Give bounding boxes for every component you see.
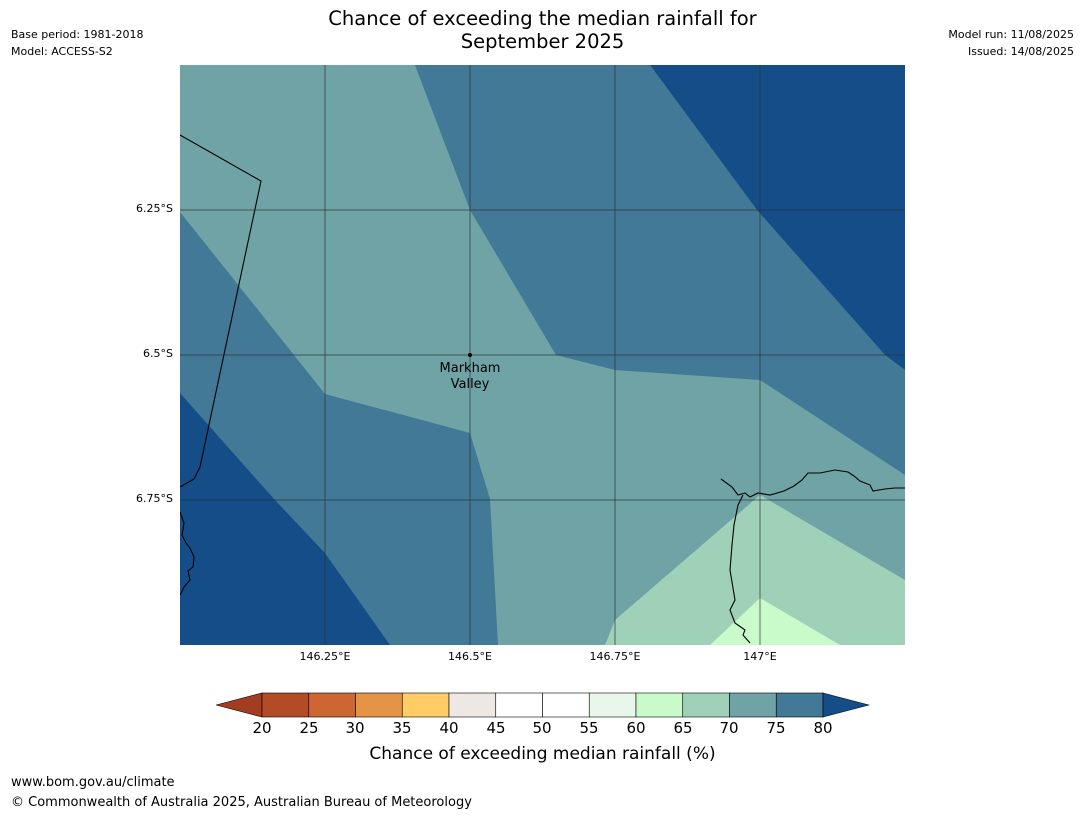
zone-gt80-southwest (180, 393, 390, 645)
rainfall-map: Markham Valley (180, 65, 905, 645)
issued-text: Issued: 14/08/2025 (967, 45, 1074, 58)
title-line-1: Chance of exceeding the median rainfall … (328, 7, 757, 30)
border-line (180, 134, 262, 488)
meta-left: Base period: 1981-2018 Model: ACCESS-S2 (11, 26, 143, 60)
colorbar-bin (308, 692, 356, 718)
place-label-line-1: Markham (440, 361, 501, 376)
colorbar-bin (635, 692, 684, 718)
colorbar-extend-low (216, 692, 263, 718)
lon-tick-label: 146.75°E (589, 650, 641, 663)
zone-60-65-southeast (710, 598, 840, 645)
lon-tick-label: 147°E (743, 650, 777, 663)
colorbar-tick-label: 65 (673, 719, 693, 737)
colorbar-tick-label: 25 (299, 719, 319, 737)
colorbar-tick-label: 45 (486, 719, 506, 737)
colorbar-title: Chance of exceeding median rainfall (%) (369, 744, 716, 764)
colorbar-tick-label: 35 (392, 719, 412, 737)
footer-copyright: © Commonwealth of Australia 2025, Austra… (11, 795, 472, 810)
colorbar-bin (448, 692, 497, 718)
colorbar-segments (261, 692, 824, 718)
river-line (729, 494, 751, 644)
lat-tick-label: 6.5°S (143, 347, 173, 360)
place-label-line-2: Valley (451, 377, 490, 392)
colorbar (216, 692, 870, 718)
zone-75-80-north (415, 65, 905, 475)
colorbar-bin (542, 692, 590, 718)
colorbar-tick-label: 50 (532, 719, 552, 737)
lon-tick-label: 146.25°E (299, 650, 351, 663)
colorbar-extend-high (822, 692, 870, 718)
colorbar-bin (401, 692, 450, 718)
colorbar-bin (682, 692, 730, 718)
colorbar-bin (729, 692, 777, 718)
title-line-2: September 2025 (460, 30, 625, 53)
model-text: Model: ACCESS-S2 (11, 45, 113, 58)
coastline-east (720, 469, 905, 498)
model-run-text: Model run: 11/08/2025 (948, 28, 1074, 41)
coastline-west (180, 511, 195, 596)
colorbar-bin (261, 692, 310, 718)
footer-url: www.bom.gov.au/climate (11, 775, 175, 790)
colorbar-tick-label: 80 (813, 719, 833, 737)
colorbar-tick-label: 75 (766, 719, 786, 737)
colorbar-tick-label: 20 (252, 719, 272, 737)
graticule (180, 65, 905, 645)
colorbar-bin (495, 692, 543, 718)
chart-title: Chance of exceeding the median rainfall … (0, 7, 1085, 53)
colorbar-bin (775, 692, 824, 718)
lat-tick-label: 6.75°S (136, 492, 173, 505)
zone-65-70-southeast (605, 495, 905, 645)
zone-75-80-southwest (180, 212, 498, 645)
base-period-text: Base period: 1981-2018 (11, 28, 144, 41)
colorbar-tick-label: 30 (345, 719, 365, 737)
colorbar-tick-label: 55 (579, 719, 599, 737)
zone-gt80-northeast (650, 65, 905, 370)
place-marker-markham-valley (468, 353, 472, 357)
colorbar-tick-label: 40 (439, 719, 459, 737)
colorbar-bin (355, 692, 403, 718)
lat-tick-label: 6.25°S (136, 202, 173, 215)
colorbar-tick-label: 60 (626, 719, 646, 737)
meta-right: Model run: 11/08/2025 Issued: 14/08/2025 (948, 26, 1074, 60)
lon-tick-label: 146.5°E (448, 650, 492, 663)
colorbar-bin (588, 692, 637, 718)
colorbar-tick-label: 70 (719, 719, 739, 737)
